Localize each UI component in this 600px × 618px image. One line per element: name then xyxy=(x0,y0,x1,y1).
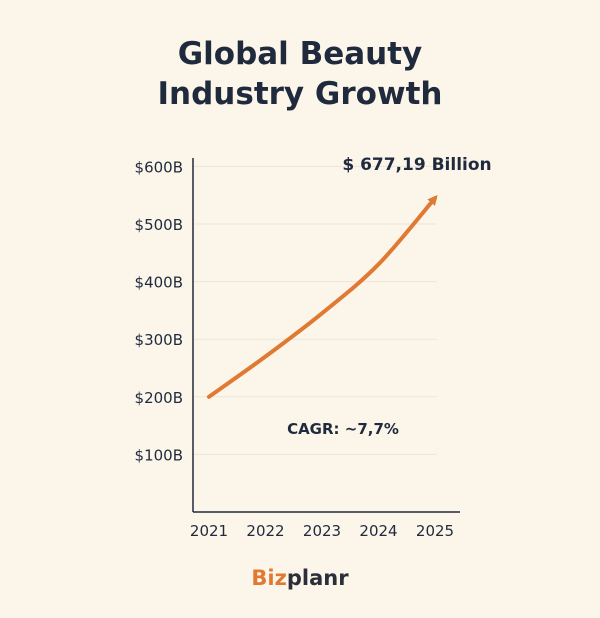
x-tick-label: 2024 xyxy=(359,522,397,540)
x-tick-label: 2025 xyxy=(416,522,454,540)
axes xyxy=(192,158,460,513)
brand-logo: Bizplanr xyxy=(0,566,600,590)
y-tick-label: $400B xyxy=(135,274,183,292)
chart-title-line-1: Global Beauty xyxy=(177,36,423,72)
y-tick-label: $500B xyxy=(135,216,183,234)
x-tick-label: 2023 xyxy=(303,522,341,540)
cagr-label: CAGR: ~7,7% xyxy=(287,420,399,438)
series-line xyxy=(207,195,438,399)
x-tick-labels: 2021 2022 2023 2024 2025 xyxy=(190,522,454,540)
x-tick-label: 2021 xyxy=(190,522,228,540)
brand-logo-suffix: planr xyxy=(286,566,349,590)
y-tick-label: $100B xyxy=(135,446,183,464)
final-value-label: $ 677,19 Billion xyxy=(342,155,491,175)
y-tick-label: $300B xyxy=(135,331,183,349)
brand-logo-prefix: Biz xyxy=(251,566,287,590)
x-tick-label: 2022 xyxy=(246,522,284,540)
y-tick-labels: $100B $200B $300B $400B $500B $600B xyxy=(135,158,183,464)
annotations: $ 677,19 Billion CAGR: ~7,7% xyxy=(287,155,492,438)
chart-title: Global Beauty Industry Growth xyxy=(0,34,600,114)
grid-lines xyxy=(193,165,437,455)
y-tick-label: $200B xyxy=(135,389,183,407)
y-tick-label: $600B xyxy=(135,158,183,176)
series-layer xyxy=(207,195,438,399)
chart-title-line-2: Industry Growth xyxy=(157,76,443,112)
